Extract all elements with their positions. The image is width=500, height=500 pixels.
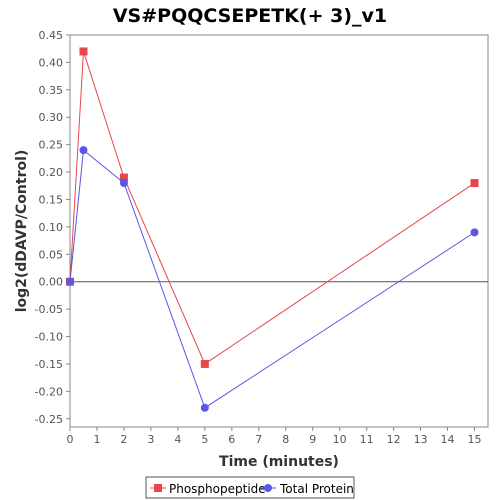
series-layer — [66, 47, 479, 412]
legend-marker-phosphopeptide — [154, 484, 162, 492]
legend-label-phosphopeptide: Phosphopeptide — [169, 482, 266, 496]
x-axis: 0 1 2 3 4 5 6 7 8 9 10 11 12 13 14 15 — [67, 427, 482, 446]
y-tick-label: 0.25 — [39, 139, 64, 152]
y-tick-label: 0.30 — [39, 111, 64, 124]
y-tick-label: 0.40 — [39, 56, 64, 69]
x-tick-label: 12 — [387, 433, 401, 446]
y-tick-label: -0.10 — [35, 331, 63, 344]
y-tick-label: 0.05 — [39, 248, 64, 261]
data-point — [119, 179, 128, 188]
y-tick-label: -0.20 — [35, 385, 63, 398]
x-tick-label: 2 — [120, 433, 127, 446]
data-point — [200, 359, 209, 368]
x-tick-label: 14 — [441, 433, 455, 446]
x-tick-label: 9 — [309, 433, 316, 446]
data-point — [470, 179, 479, 188]
x-tick-label: 13 — [414, 433, 428, 446]
x-tick-label: 11 — [360, 433, 374, 446]
x-tick-label: 15 — [468, 433, 482, 446]
x-tick-label: 7 — [255, 433, 262, 446]
data-point — [66, 277, 74, 286]
chart-title: VS#PQQCSEPETK(+ 3)_v1 — [113, 5, 387, 27]
plot-area — [69, 34, 489, 428]
legend-label-total-protein: Total Protein — [279, 482, 354, 496]
y-axis-label: log2(dDAVP/Control) — [14, 150, 30, 313]
x-axis-label: Time (minutes) — [219, 454, 339, 470]
data-point — [200, 403, 209, 412]
legend-marker-total-protein — [264, 484, 272, 492]
legend: Phosphopeptide Total Protein — [145, 476, 355, 499]
x-tick-label: 4 — [174, 433, 181, 446]
y-tick-label: 0.15 — [39, 193, 64, 206]
data-point — [119, 173, 128, 182]
x-tick-label: 0 — [67, 433, 74, 446]
y-tick-label: -0.15 — [35, 358, 63, 371]
x-tick-label: 5 — [201, 433, 208, 446]
y-axis: -0.25 -0.20 -0.15 -0.10 -0.05 0.00 0.05 0.10 0.1… — [35, 29, 70, 426]
y-tick-label: 0.35 — [39, 84, 64, 97]
legend-box — [145, 476, 355, 499]
x-tick-label: 10 — [333, 433, 347, 446]
y-tick-label: -0.05 — [35, 303, 63, 316]
y-tick-label: 0.10 — [39, 221, 64, 234]
y-tick-label: -0.25 — [35, 413, 63, 426]
x-tick-label: 3 — [147, 433, 154, 446]
data-point — [79, 146, 88, 155]
data-point — [79, 47, 88, 56]
y-tick-label: 0.45 — [39, 29, 64, 42]
x-tick-label: 6 — [228, 433, 235, 446]
x-tick-label: 1 — [93, 433, 100, 446]
data-point — [470, 228, 479, 237]
y-tick-label: 0.00 — [39, 276, 64, 289]
y-tick-label: 0.20 — [39, 166, 64, 179]
x-tick-label: 8 — [282, 433, 289, 446]
